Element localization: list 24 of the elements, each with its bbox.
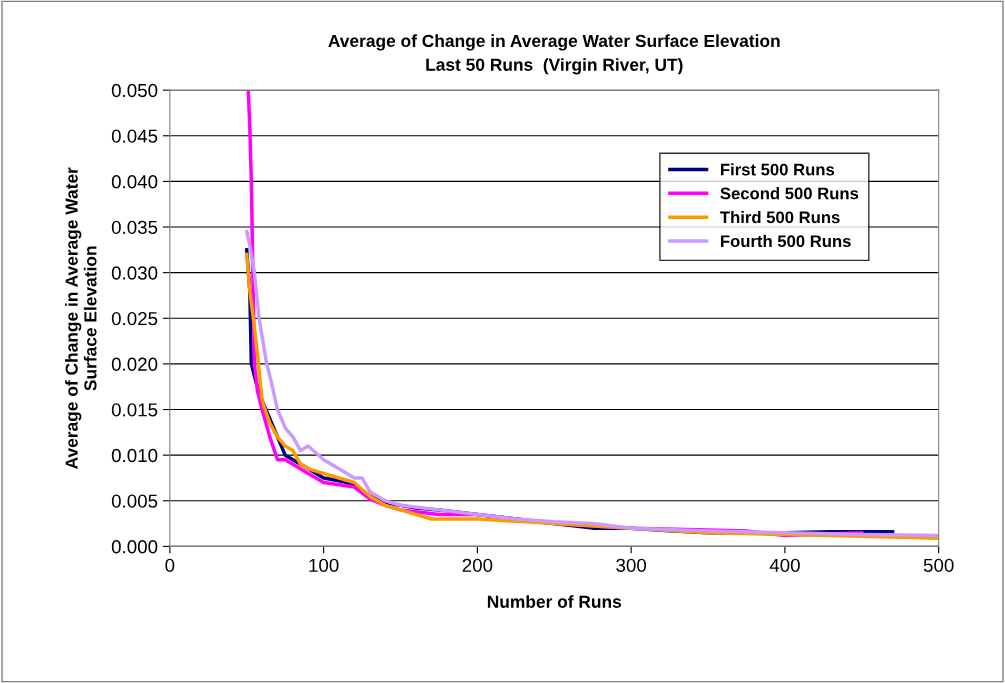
x-tick-label: 100 [309, 558, 339, 572]
y-tick-label: 0.020 [111, 357, 158, 371]
x-tick-label: 400 [769, 558, 800, 572]
chart-title: Average of Change in Average Water Surface Elevation Last 50 Runs (Virgin River, UT) [328, 34, 780, 75]
y-tick-label: 0.015 [111, 403, 158, 417]
y-tick-label: 0.005 [111, 494, 158, 508]
x-tick-label: 0 [165, 558, 175, 572]
legend-label: Fourth 500 Runs [721, 234, 851, 248]
x-tick-label: 300 [616, 558, 647, 572]
y-axis-title: Average of Change in Average Water Surface Elevation [65, 167, 97, 469]
y-tick-label: 0.035 [111, 220, 158, 235]
y-tick-label: 0.040 [111, 175, 158, 189]
x-tick-label: 200 [462, 558, 493, 572]
y-tick-label: 0.045 [111, 129, 158, 143]
x-tick-label: 500 [923, 558, 954, 572]
y-tick-label: 0.050 [111, 83, 158, 98]
legend-label: First 500 Runs [721, 163, 835, 176]
y-tick-label: 0.030 [111, 266, 158, 280]
y-tick-label: 0.025 [111, 311, 158, 326]
y-tick-label: 0.000 [111, 540, 158, 554]
legend-label: Third 500 Runs [720, 210, 840, 224]
y-tick-label: 0.010 [111, 448, 158, 463]
legend-label: Second 500 Runs [720, 187, 859, 200]
x-axis-title: Number of Runs [487, 595, 622, 608]
